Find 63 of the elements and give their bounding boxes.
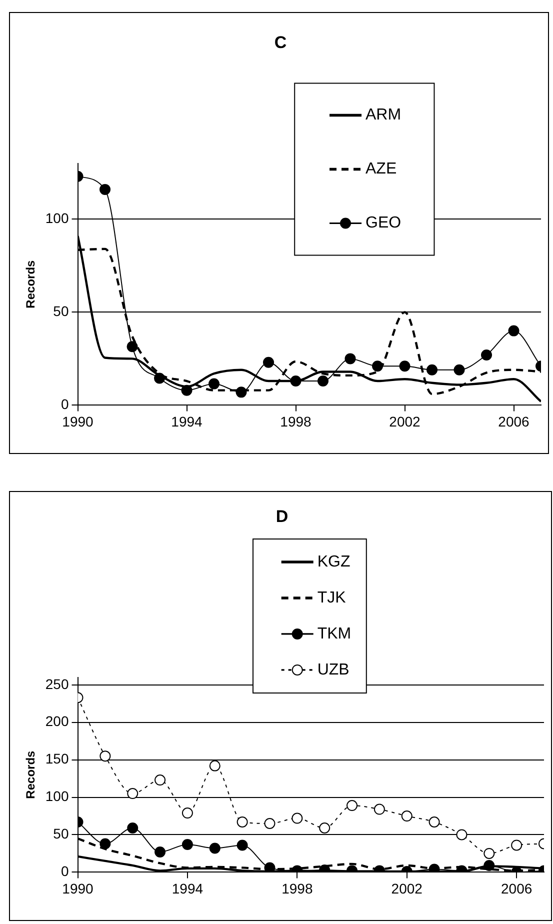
point bbox=[318, 376, 329, 387]
point bbox=[127, 788, 138, 800]
point bbox=[126, 341, 138, 352]
point bbox=[100, 184, 111, 195]
legend-label: ARM bbox=[366, 106, 402, 124]
chart-title: C bbox=[274, 32, 287, 52]
point bbox=[399, 360, 410, 372]
y-tick-label: 200 bbox=[45, 713, 69, 730]
x-tick-label: 2002 bbox=[391, 880, 423, 896]
point bbox=[100, 750, 111, 762]
y-tick-label: 100 bbox=[45, 788, 69, 804]
x-tick-label: 1998 bbox=[280, 413, 312, 430]
x-tick-label: 1994 bbox=[171, 413, 203, 430]
point bbox=[182, 808, 193, 819]
y-tick-label: 0 bbox=[60, 396, 69, 412]
point bbox=[428, 816, 440, 828]
point bbox=[264, 818, 276, 829]
point bbox=[154, 774, 166, 786]
y-axis-title: Records bbox=[24, 260, 38, 308]
x-tick-label: 1994 bbox=[172, 880, 204, 896]
y-tick-label: 250 bbox=[45, 676, 69, 692]
x-tick-label: 2002 bbox=[389, 413, 421, 430]
chart-title: D bbox=[276, 506, 288, 526]
point bbox=[511, 840, 522, 851]
y-tick-label: 100 bbox=[45, 210, 69, 226]
legend-label: AZE bbox=[366, 160, 397, 178]
y-tick-label: 50 bbox=[53, 303, 69, 320]
point bbox=[209, 760, 220, 772]
point bbox=[456, 829, 468, 840]
point bbox=[374, 804, 385, 815]
x-tick-label: 2006 bbox=[498, 413, 530, 430]
legend-label: GEO bbox=[366, 214, 402, 232]
point bbox=[426, 364, 438, 376]
legend-label: KGZ bbox=[317, 553, 350, 570]
point bbox=[208, 378, 220, 390]
point bbox=[263, 356, 274, 368]
point bbox=[236, 840, 248, 851]
point bbox=[154, 846, 166, 858]
point bbox=[292, 812, 303, 824]
y-tick-label: 0 bbox=[60, 863, 69, 880]
y-axis-title: Records bbox=[24, 750, 38, 799]
point bbox=[484, 848, 495, 859]
y-tick-label: 50 bbox=[53, 826, 69, 842]
point bbox=[346, 800, 358, 812]
x-tick-label: 1998 bbox=[282, 880, 313, 896]
point bbox=[481, 349, 492, 360]
legend-label: TKM bbox=[317, 625, 352, 642]
y-tick-label: 150 bbox=[45, 750, 69, 767]
legend-label: TJK bbox=[317, 589, 346, 606]
point bbox=[182, 838, 193, 850]
point bbox=[236, 816, 248, 828]
point bbox=[508, 325, 520, 336]
point bbox=[209, 842, 220, 854]
x-tick-label: 2006 bbox=[500, 880, 532, 896]
point bbox=[344, 353, 356, 364]
x-tick-label: 1990 bbox=[62, 413, 94, 430]
point bbox=[319, 822, 330, 834]
point bbox=[127, 822, 138, 834]
legend-label: UZB bbox=[317, 661, 350, 678]
point bbox=[401, 810, 412, 822]
point bbox=[454, 364, 465, 376]
point bbox=[100, 838, 111, 850]
x-tick-label: 1990 bbox=[62, 880, 94, 896]
